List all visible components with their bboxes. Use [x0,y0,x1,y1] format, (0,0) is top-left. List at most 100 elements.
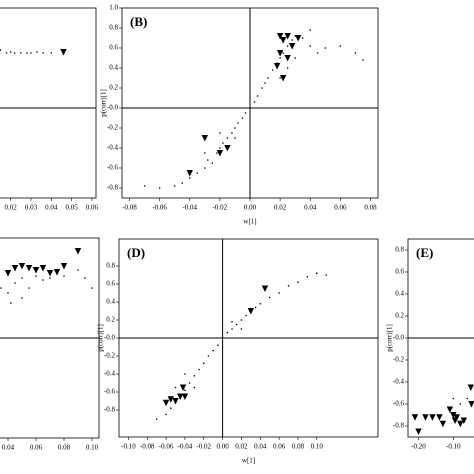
dot-point [245,314,247,317]
dot-point [202,362,205,365]
dot-point [466,397,469,400]
triangle-point [276,33,284,40]
dot-point [282,52,284,54]
triangle-point [279,75,287,82]
y-tick-label: -0.6 [104,388,116,396]
dot-point [268,296,271,299]
triangle-point [468,401,474,408]
dot-point [325,274,328,276]
dot-point [244,112,247,114]
triangle-point [172,398,179,405]
x-tick-label: -0.04 [182,204,197,212]
dot-point [193,386,196,389]
y-tick-label: -0.0 [104,334,116,342]
x-tick-label: -0.02 [196,443,211,451]
y-tick-label: -0.4 [104,370,116,378]
triangle-point [284,33,291,40]
dot-point [91,287,93,289]
triangle-point [439,420,447,428]
y-tick-label: -0.4 [393,378,405,386]
dot-point [234,137,236,139]
panel: 0.02 0.03 0.04 0.05 0.06 [0,7,99,212]
x-tick-label: -0.06 [152,204,167,212]
triangle-point [288,43,296,50]
dot-point [165,413,167,416]
triangle-point [4,270,12,277]
triangle-point [261,285,269,292]
y-tick-label: 0.4 [109,64,118,72]
x-tick-label: 0.02 [4,204,17,212]
x-tick-label: 0.06 [334,204,347,212]
plot-area [408,337,474,435]
dot-point [42,52,44,54]
triangle-point [446,406,454,413]
dot-point [207,355,210,357]
dot-point [211,162,214,164]
triangle-point [167,396,174,403]
y-tick-label: 0.2 [395,312,404,320]
dot-point [271,69,274,71]
dot-point [264,82,266,84]
dot-point [287,285,290,287]
dot-point [256,95,259,97]
triangle-point [216,150,224,157]
x-tick-label: -0.04 [178,443,193,451]
triangle-point [294,35,302,42]
triangle-point [422,414,429,421]
x-tick-label: 0.08 [364,204,377,212]
dot-point [286,67,289,69]
dot-point [219,132,221,134]
x-tick-label: 0.06 [86,204,99,212]
x-tick-label: 0.04 [304,204,317,212]
x-tick-label: 0.02 [274,204,287,212]
dot-point [181,182,184,184]
dot-point [240,328,243,330]
dot-point [459,403,462,405]
dot-point [226,331,229,334]
y-tick-label: 0.2 [106,316,115,324]
dot-point [226,137,229,139]
triangle-point [39,265,47,272]
dot-point [36,51,38,53]
dot-point [28,287,30,289]
dot-point [204,167,206,169]
y-tick-label: -0.2 [393,356,405,364]
dot-point [291,39,293,41]
y-tick-label: 0.4 [395,290,404,298]
dot-point [19,52,22,54]
dot-point [240,319,243,321]
plot-area [119,239,378,437]
triangle-point [181,393,189,400]
dot-point [63,275,65,277]
panel-label: (D) [127,245,145,260]
dot-point [254,306,257,309]
x-tick-label: -0.20 [411,443,426,451]
dot-point [30,52,32,54]
triangle-point [18,263,26,270]
x-tick-label: 0.04 [45,204,58,212]
dot-point [294,57,296,59]
x-tick-label: 0.10 [311,443,324,451]
dot-point [198,368,200,371]
y-tick-label: 0.8 [106,262,115,270]
dot-point [7,292,9,294]
dot-point [306,276,309,278]
dot-point [158,187,161,189]
dot-point [221,337,224,339]
dot-point [217,344,219,347]
dot-point [231,328,233,330]
dot-point [204,152,206,154]
dot-point [234,127,236,129]
panel-label: (E) [416,245,433,260]
plot-frame [0,7,97,199]
x-tick-label: 0.05 [65,204,78,212]
triangle-point [201,135,209,142]
triangle-point [436,414,443,421]
panel: 0.04 0.06 0.08 0.10 [0,237,100,452]
triangle-point [415,428,422,435]
triangle-point [411,414,419,421]
dot-point [216,152,218,154]
dot-point [279,57,281,59]
triangle-point [453,414,461,421]
y-tick-label: 0.6 [106,280,115,288]
